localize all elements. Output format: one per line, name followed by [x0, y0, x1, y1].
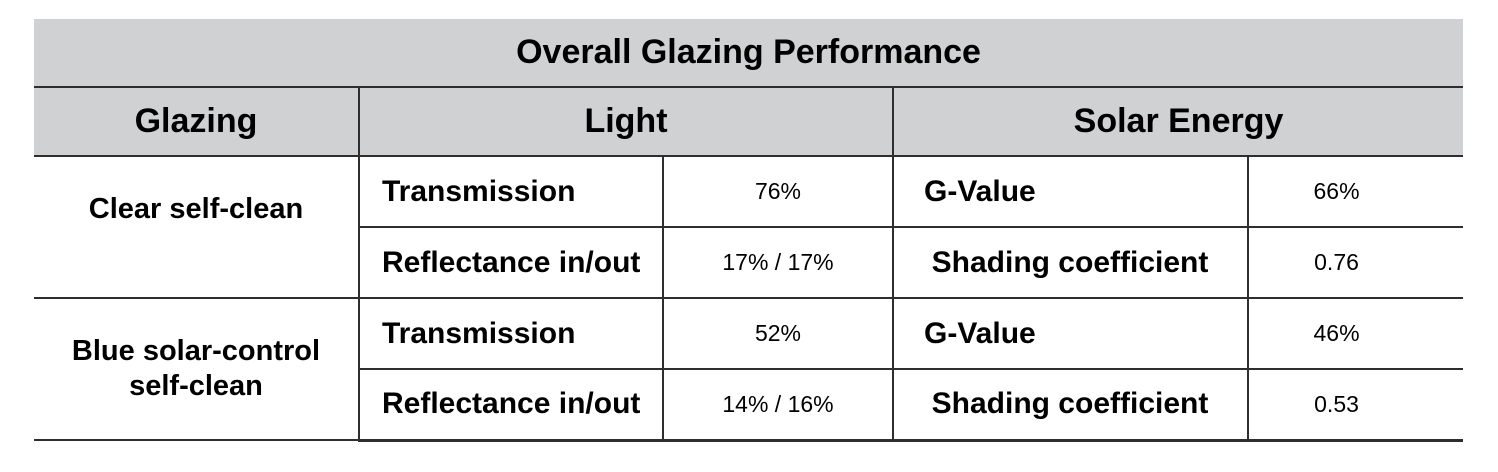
col-header-glazing: Glazing — [34, 86, 360, 157]
metric-label-shading-coefficient: Shading coefficient — [892, 368, 1249, 442]
metric-label-transmission: Transmission — [358, 155, 664, 228]
table-row: Reflectance in/out 17% / 17% Shading coe… — [34, 226, 1464, 299]
metric-value-transmission: 52% — [662, 297, 894, 370]
column-header-row: Glazing Light Solar Energy — [34, 86, 1464, 157]
glazing-performance-table: Overall Glazing Performance Glazing Ligh… — [34, 19, 1464, 442]
metric-label-gvalue: G-Value — [892, 155, 1249, 228]
metric-label-gvalue: G-Value — [892, 297, 1249, 370]
metric-label-shading-coefficient: Shading coefficient — [892, 226, 1249, 299]
table-title: Overall Glazing Performance — [34, 19, 1464, 88]
table-row: Blue solar-control self-clean Transmissi… — [34, 297, 1464, 441]
glazing-name-blue: Blue solar-control self-clean — [34, 297, 360, 441]
metric-value-reflectance: 14% / 16% — [662, 368, 894, 442]
col-header-light: Light — [358, 86, 894, 157]
metric-label-transmission: Transmission — [358, 297, 664, 370]
metric-value-reflectance: 17% / 17% — [662, 226, 894, 299]
metric-label-reflectance: Reflectance in/out — [359, 368, 664, 442]
glazing-name-clear: Clear self-clean — [34, 155, 360, 299]
metric-value-gvalue: 66% — [1246, 155, 1464, 228]
metric-value-shading-coefficient: 0.53 — [1246, 368, 1464, 442]
metric-value-gvalue: 46% — [1246, 297, 1464, 370]
metric-value-transmission: 76% — [662, 155, 894, 228]
table-row: Reflectance in/out 14% / 16% Shading coe… — [34, 368, 1464, 442]
metric-label-reflectance: Reflectance in/out — [359, 226, 664, 299]
table-title-row: Overall Glazing Performance — [34, 19, 1464, 88]
col-header-solar: Solar Energy — [891, 86, 1464, 157]
table-row: Clear self-clean Transmission 76% G-Valu… — [34, 155, 1464, 299]
metric-value-shading-coefficient: 0.76 — [1246, 226, 1464, 299]
